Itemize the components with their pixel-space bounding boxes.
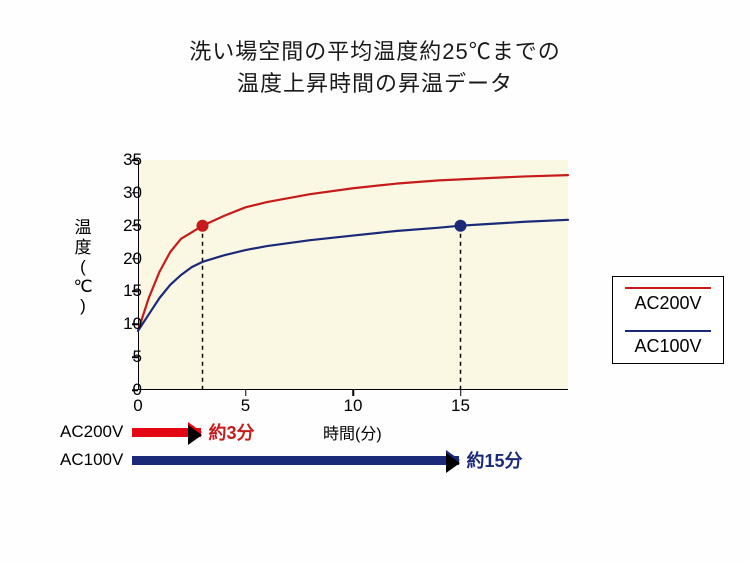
y-tick-mark <box>132 356 138 358</box>
x-tick-label: 5 <box>241 396 250 416</box>
chart-container: 温度(℃) 05101520253035051015時間(分) <box>68 160 578 430</box>
chart-title: 洗い場空間の平均温度約25℃までの 温度上昇時間の昇温データ <box>0 0 750 100</box>
legend-item: AC100V <box>613 320 723 363</box>
legend-label: AC200V <box>621 293 715 314</box>
annotation-arrow <box>132 456 459 465</box>
y-tick-mark <box>132 324 138 326</box>
legend-color-line <box>625 330 711 332</box>
x-tick-label: 15 <box>451 396 470 416</box>
y-tick-mark <box>132 389 138 391</box>
x-axis-label: 時間(分) <box>323 420 382 444</box>
y-tick-mark <box>132 225 138 227</box>
annotation-value: 約3分 <box>209 419 255 445</box>
y-tick-mark <box>132 258 138 260</box>
x-tick-mark <box>245 390 247 396</box>
x-tick-label: 0 <box>133 396 142 416</box>
title-line-2: 温度上昇時間の昇温データ <box>237 71 513 96</box>
y-tick-mark <box>132 291 138 293</box>
annotation-row: AC100V 約15分 <box>60 448 523 472</box>
plot-svg <box>138 160 568 390</box>
x-tick-label: 10 <box>344 396 363 416</box>
legend: AC200V AC100V <box>612 276 724 364</box>
title-line-1: 洗い場空間の平均温度約25℃までの <box>189 39 560 64</box>
legend-label: AC100V <box>621 336 715 357</box>
annotation-row: AC200V 約3分 <box>60 420 255 444</box>
arrow-head-icon <box>446 450 460 470</box>
series-marker <box>197 220 209 232</box>
y-axis-label: 温度(℃) <box>72 218 94 316</box>
annotation-label: AC200V <box>60 422 132 442</box>
arrow-head-icon <box>188 422 202 442</box>
series-marker <box>455 220 467 232</box>
annotation-arrow <box>132 428 201 437</box>
y-tick-mark <box>132 192 138 194</box>
x-tick-mark <box>352 390 354 396</box>
annotation-label: AC100V <box>60 450 132 470</box>
y-tick-mark <box>132 159 138 161</box>
legend-color-line <box>625 287 711 289</box>
legend-item: AC200V <box>613 277 723 320</box>
x-tick-mark <box>460 390 462 396</box>
annotation-value: 約15分 <box>467 447 523 473</box>
